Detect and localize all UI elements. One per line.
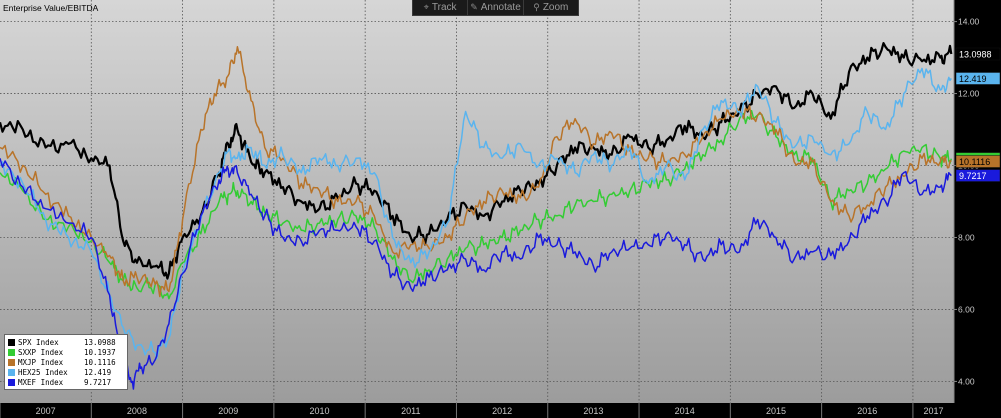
last-value-tag: 9.7217 [955, 169, 1001, 182]
x-tick-label: 2007 [36, 406, 56, 416]
x-tick-label: 2010 [310, 406, 330, 416]
series-line-mxef [0, 158, 952, 390]
legend-series-name: HEX25 Index [18, 367, 68, 377]
legend: SPX Index 13.0988 SXXP Index 10.1937 MXJP In… [4, 334, 128, 390]
legend-entry: SXXP Index 10.1937 [8, 347, 124, 357]
legend-series-name: MXJP Index [18, 357, 64, 367]
last-value-box [955, 47, 1001, 61]
annotate-button[interactable]: ✎ Annotate [468, 0, 524, 15]
x-tick-label: 2013 [583, 406, 603, 416]
x-tick-label: 2009 [218, 406, 238, 416]
last-value-text: 9.7217 [959, 171, 987, 181]
legend-swatch [8, 378, 15, 386]
plot-area [0, 0, 954, 403]
x-tick-label: 2012 [492, 406, 512, 416]
x-axis: 2007 2008 2009 2010 2011 2012 2013 2014 2015 2016… [0, 403, 943, 418]
y-tick-label: 12.00 [958, 89, 980, 99]
legend-series-name: SXXP Index [18, 347, 64, 357]
x-tick-label: 2016 [857, 406, 877, 416]
legend-series-value: 12.419 [84, 367, 112, 377]
x-tick-label: 2014 [675, 406, 695, 416]
magnifier-icon: ⚲ [533, 2, 540, 12]
y-tick-label: 6.00 [958, 304, 975, 314]
track-label: Track [431, 2, 457, 13]
series-line-spx [0, 42, 953, 280]
y-tick-label: 4.00 [958, 376, 975, 386]
y-tick-label: 8.00 [958, 232, 975, 242]
legend-series-name: MXEF Index [18, 377, 64, 387]
legend-series-value: 13.0988 [84, 337, 116, 347]
last-value-text: 12.419 [959, 74, 987, 84]
series-line-mxjp [0, 46, 952, 298]
legend-series-value: 10.1116 [84, 357, 116, 367]
legend-entry: HEX25 Index 12.419 [8, 367, 124, 377]
chart-title: Enterprise Value/EBITDA [3, 3, 99, 13]
last-value-box [955, 72, 1001, 85]
last-value-tag: 13.0988 [955, 47, 1001, 61]
legend-series-value: 10.1937 [84, 347, 116, 357]
x-tick-label: 2008 [127, 406, 147, 416]
x-tick-label: 2017 [923, 406, 943, 416]
last-value-text: 10.1116 [959, 157, 990, 167]
legend-entry: MXJP Index 10.1116 [8, 357, 124, 367]
legend-series-name: SPX Index [18, 337, 59, 347]
last-value-text: 13.0988 [959, 50, 992, 60]
legend-swatch [8, 358, 15, 366]
x-tick-label: 2015 [766, 406, 786, 416]
y-tick-label: 14.00 [958, 17, 980, 27]
pencil-icon: ✎ [470, 2, 478, 12]
legend-swatch [8, 348, 15, 356]
x-tick-label: 2011 [401, 406, 420, 416]
legend-series-value: 9.7217 [84, 377, 112, 387]
crosshair-icon: ⌖ [423, 2, 429, 12]
chart-toolbar: ⌖ Track ✎ Annotate ⚲ Zoom [412, 0, 579, 16]
legend-entry: MXEF Index 9.7217 [8, 377, 124, 387]
last-value-tag: 10.1116 [955, 155, 1001, 168]
zoom-label: Zoom [542, 2, 569, 13]
last-value-box [955, 169, 1001, 182]
last-value-tag: 12.419 [955, 72, 1001, 85]
legend-swatch [8, 338, 15, 346]
series-line-hex25 [0, 67, 952, 360]
series-lines [0, 42, 953, 390]
last-value-box [955, 155, 1001, 168]
track-button[interactable]: ⌖ Track [413, 0, 469, 15]
series-line-sxxp [0, 109, 953, 300]
legend-swatch [8, 368, 15, 376]
grid [0, 0, 954, 403]
annotate-label: Annotate [480, 2, 521, 13]
zoom-button[interactable]: ⚲ Zoom [524, 0, 578, 15]
legend-entry: SPX Index 13.0988 [8, 337, 124, 347]
